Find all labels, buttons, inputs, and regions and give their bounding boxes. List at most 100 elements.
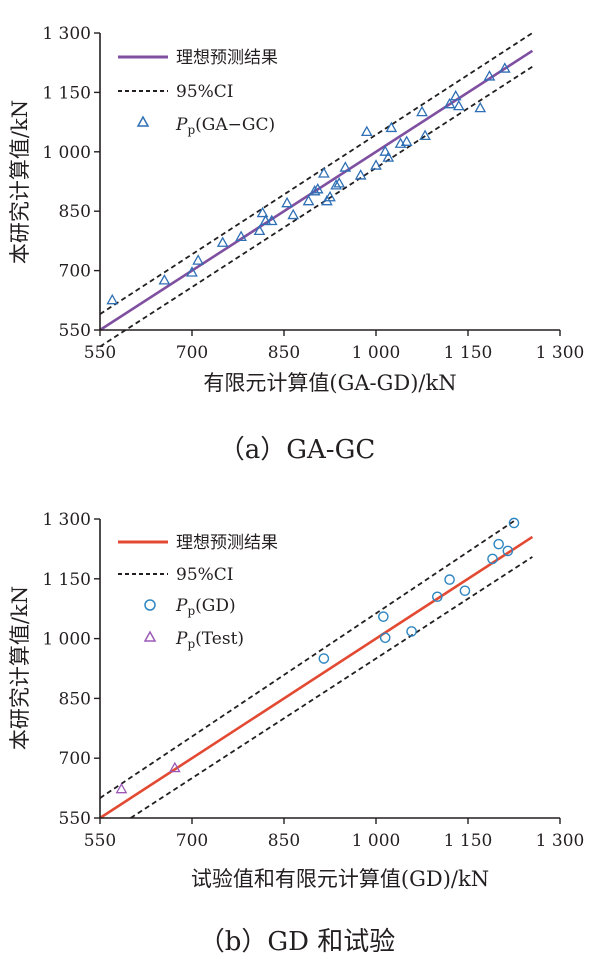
y-tick-label-b: 700 — [59, 749, 91, 769]
axes-b — [99, 519, 560, 819]
data-point-a-s0 — [324, 190, 336, 202]
x-tick-label-a: 700 — [176, 343, 208, 363]
data-point-a-s0 — [311, 182, 324, 194]
legend-label-pp-gd-sub: p — [187, 604, 195, 618]
legend-label-pp-test-sub: p — [187, 637, 195, 651]
data-point-a-s0 — [216, 236, 229, 247]
data-point-a-s0 — [158, 274, 171, 285]
y-axis-title-a: 本研究计算值/kN — [8, 100, 32, 264]
legend-label-pp-test-tail: (Test) — [195, 629, 244, 649]
x-axis-title-a: 有限元计算值(GA-GD)/kN — [203, 371, 456, 395]
data-point-a-s0 — [259, 214, 272, 226]
x-tick-label-a: 850 — [268, 343, 300, 363]
ci-upper-line-b — [99, 518, 518, 799]
x-tick-label-b: 1 300 — [536, 831, 585, 851]
y-tick-labels-a: 550 700 850 1 000 1 150 1 300 — [42, 24, 91, 341]
legend-label-ideal-a: 理想预测结果 — [176, 48, 278, 68]
chart-panel-b: 550 700 850 1 000 1 150 1 300 550 700 850 1 000 1… — [8, 510, 584, 957]
legend-label-pp-gd-tail: (GD) — [195, 596, 235, 616]
y-tick-label-b: 850 — [59, 689, 91, 709]
data-point-a-s0 — [360, 125, 373, 137]
data-point-a-s0 — [186, 266, 198, 277]
data-point-a-s0 — [382, 151, 395, 162]
y-tick-labels-b: 550 700 850 1 000 1 150 1 300 — [42, 510, 91, 829]
y-tick-label-b: 1 150 — [42, 570, 91, 590]
data-point-a-s0 — [498, 62, 511, 73]
legend-b: 理想预测结果 95%CI Pp(GD) Pp(Test) — [118, 533, 278, 651]
legend-label-ideal-b: 理想预测结果 — [176, 533, 278, 553]
legend-label-ci-a: 95%CI — [176, 82, 234, 102]
data-point-a-s0 — [235, 230, 247, 241]
ci-lower-line-a — [99, 65, 533, 348]
y-axis-title-b: 本研究计算值/kN — [8, 586, 32, 750]
legend-label-pp-a-tail: (GA−GC) — [195, 115, 275, 135]
data-point-a-s0 — [302, 194, 315, 206]
data-point-a-s0 — [287, 208, 300, 220]
data-point-a-s0 — [483, 70, 496, 81]
x-tick-label-a: 1 000 — [352, 343, 401, 363]
y-tick-label-b: 550 — [59, 809, 91, 829]
legend-label-pp-a-main: P — [175, 115, 188, 135]
ci-lower-line-b — [130, 556, 533, 819]
x-tick-label-b: 700 — [176, 831, 208, 851]
data-point-a-s0 — [385, 121, 398, 133]
data-point-b-s0 — [487, 553, 498, 565]
legend-label-pp-a-sub: p — [187, 123, 195, 137]
data-point-b-s0 — [406, 626, 417, 637]
data-point-b-s0 — [432, 591, 443, 603]
ideal-line-a — [99, 49, 534, 332]
legend-label-pp-test: Pp(Test) — [175, 629, 244, 651]
data-point-a-s0 — [318, 167, 330, 178]
x-tick-label-b: 850 — [268, 831, 300, 851]
legend-marker-pp-gd — [144, 599, 156, 611]
legend-marker-pp-a — [136, 115, 150, 127]
x-tick-labels-b: 550 700 850 1 000 1 150 1 300 — [84, 831, 585, 851]
chart-panel-a: 550 700 850 1 000 1 150 1 300 550 700 850 1 000 1… — [8, 24, 584, 465]
data-point-b-s0 — [493, 538, 504, 550]
data-point-a-s0 — [333, 177, 346, 188]
legend-label-pp-test-main: P — [175, 629, 188, 649]
x-tick-label-b: 1 150 — [444, 831, 493, 851]
data-point-a-s0 — [474, 101, 487, 113]
tick-marks-a — [94, 32, 561, 336]
data-point-a-s0 — [449, 89, 462, 101]
legend-label-pp-gd-main: P — [175, 596, 188, 616]
legend-marker-pp-test — [143, 630, 157, 642]
caption-a: （a）GA-GC — [219, 435, 376, 465]
legend-label-pp-a: Pp(GA−GC) — [175, 115, 275, 137]
data-point-a-s0 — [339, 161, 352, 172]
data-point-a-s0 — [265, 214, 278, 226]
data-points-b — [115, 517, 520, 794]
reference-lines-b — [99, 518, 534, 820]
data-point-b-s0 — [378, 611, 389, 622]
caption-b: （b）GD 和试验 — [199, 927, 396, 957]
x-tick-label-b: 1 000 — [352, 831, 401, 851]
data-points-a — [106, 62, 511, 305]
data-point-a-s0 — [379, 145, 392, 156]
data-point-a-s0 — [443, 97, 456, 109]
data-point-a-s0 — [416, 105, 428, 117]
y-tick-label-a: 700 — [59, 262, 91, 282]
data-point-a-s0 — [256, 206, 269, 218]
data-point-a-s0 — [452, 99, 465, 111]
data-point-b-s0 — [459, 585, 471, 597]
axes-a — [99, 33, 560, 331]
y-tick-label-a: 1 300 — [42, 24, 91, 44]
legend-label-ci-b: 95%CI — [176, 565, 234, 585]
x-axis-title-b: 试验值和有限元计算值(GD)/kN — [191, 867, 489, 891]
x-tick-label-a: 1 150 — [444, 343, 493, 363]
data-point-a-s0 — [281, 196, 293, 208]
data-point-b-s0 — [379, 632, 391, 644]
y-tick-label-b: 1 000 — [42, 630, 91, 650]
x-tick-labels-a: 550 700 850 1 000 1 150 1 300 — [84, 343, 585, 363]
data-point-a-s0 — [370, 159, 382, 170]
data-point-a-s0 — [419, 129, 431, 141]
y-tick-label-b: 1 300 — [42, 510, 91, 530]
ideal-line-b — [99, 535, 534, 820]
data-point-b-s0 — [444, 574, 455, 585]
data-point-a-s0 — [400, 135, 413, 146]
y-tick-label-a: 1 000 — [42, 143, 91, 163]
data-point-b-s0 — [502, 545, 514, 557]
x-tick-label-b: 550 — [84, 831, 116, 851]
